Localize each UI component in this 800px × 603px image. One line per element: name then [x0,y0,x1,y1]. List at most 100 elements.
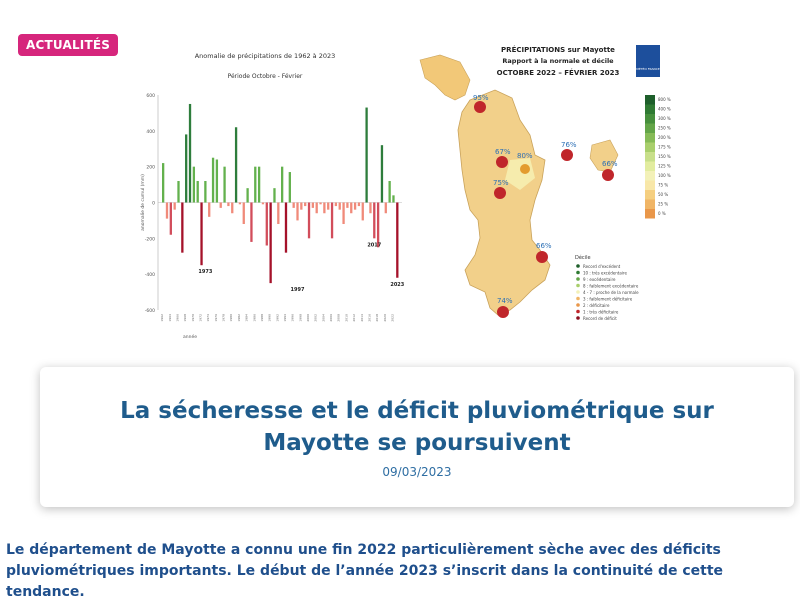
bar [177,181,180,203]
y-tick-label: -400 [145,272,155,278]
station-label-6: 75% [493,179,509,187]
bar-annotation: 1973 [198,269,212,275]
x-tick-label: 1978 [222,314,226,322]
scale-label: 75 % [658,183,668,188]
bar [369,202,372,214]
station-label-7: 66% [536,242,552,250]
map-title-2: Rapport à la normale et décile [502,57,614,65]
x-tick-label: 1964 [168,314,172,322]
bar [265,202,268,246]
station-label-1: 95% [473,94,489,102]
bar [330,202,334,239]
decile-marker [576,296,580,301]
scale-swatch [645,142,655,152]
bar [373,202,376,239]
x-tick-label: 2012 [352,314,356,322]
station-4 [561,149,573,161]
bar [334,202,338,207]
x-tick-label: 1962 [160,314,164,322]
station-7 [536,251,548,263]
bar [273,188,276,203]
scale-swatch [645,209,655,219]
bar [254,166,257,203]
x-tick-label: 1998 [298,314,302,322]
decile-marker [576,264,580,268]
x-tick-label: 1976 [214,314,218,322]
meteo-france-logo [636,45,660,77]
bar [357,202,361,207]
decile-label: Record d'excédent [583,264,621,269]
station-label-8: 74% [497,297,513,305]
bar [396,202,399,278]
station-1 [474,101,486,113]
bar [296,202,299,221]
scale-swatch [645,190,655,200]
scale-label: 300 % [658,116,671,121]
bar [269,202,272,284]
scale-swatch [645,199,655,209]
bar [304,202,307,207]
decile-label: 2 : déficitaire [583,303,610,308]
bar [242,202,245,224]
scale-label: 0 % [658,211,666,216]
x-tick-label: 1996 [291,314,295,322]
chart-title: Anomalie de précipitations de 1962 à 202… [195,52,336,60]
x-tick-label: 1966 [176,314,180,322]
scale-swatch [645,133,655,143]
island-north-west [419,54,471,101]
bar [231,202,234,214]
bar [196,181,199,203]
decile-legend: Record d'excédent 10 : très excédentaire9… [576,264,639,321]
bar [200,202,203,266]
scale-swatch [645,180,655,190]
bar [307,202,311,239]
x-tick-label: 2010 [344,314,348,322]
x-tick-label: 1968 [183,314,187,322]
bar [327,202,330,210]
x-tick-label: 1980 [229,314,233,322]
scale-label: 200 % [658,135,671,140]
scale-swatch [645,123,655,133]
station-label-5: 66% [602,160,618,168]
bar [211,157,215,203]
bar [338,202,341,210]
scale-swatch [645,95,655,105]
bar-annotation: 1997 [291,287,305,293]
bar [353,202,357,210]
scale-label: 150 % [658,154,671,159]
bar [350,202,353,214]
x-axis-label: année [183,333,197,340]
bar [165,202,169,219]
bar [384,202,387,214]
chart-subtitle: Période Octobre - Février [228,73,303,80]
bar [162,163,165,203]
station-5 [602,169,614,181]
bar [261,202,265,205]
station-8 [497,306,509,318]
bar [281,166,284,203]
bar [342,202,345,224]
map-title-1: PRÉCIPITATIONS sur Mayotte [501,45,615,54]
category-badge[interactable]: ACTUALITÉS [18,34,119,56]
scale-swatch [645,114,655,124]
x-tick-label: 1986 [252,314,256,322]
y-tick-label: 200 [146,165,155,171]
headline[interactable]: La sécheresse et le déficit pluviométriq… [120,398,714,456]
decile-label: 8 : faiblement excédentaire [583,284,639,289]
decile-marker [576,290,580,294]
x-tick-label: 2000 [306,314,310,322]
x-tick-label: 2014 [360,314,364,322]
x-tick-label: 1982 [237,314,241,322]
station-6 [494,187,506,199]
decile-marker [576,303,580,307]
bar [380,145,384,203]
logo-text: MÉTÉO FRANCE [636,66,660,71]
bar [392,195,395,203]
bar [227,202,230,207]
bar [288,172,291,203]
station-3 [520,164,530,174]
station-label-3: 80% [517,152,533,160]
bar [365,107,368,203]
x-tick-label: 2008 [337,314,341,322]
bar [208,202,211,217]
